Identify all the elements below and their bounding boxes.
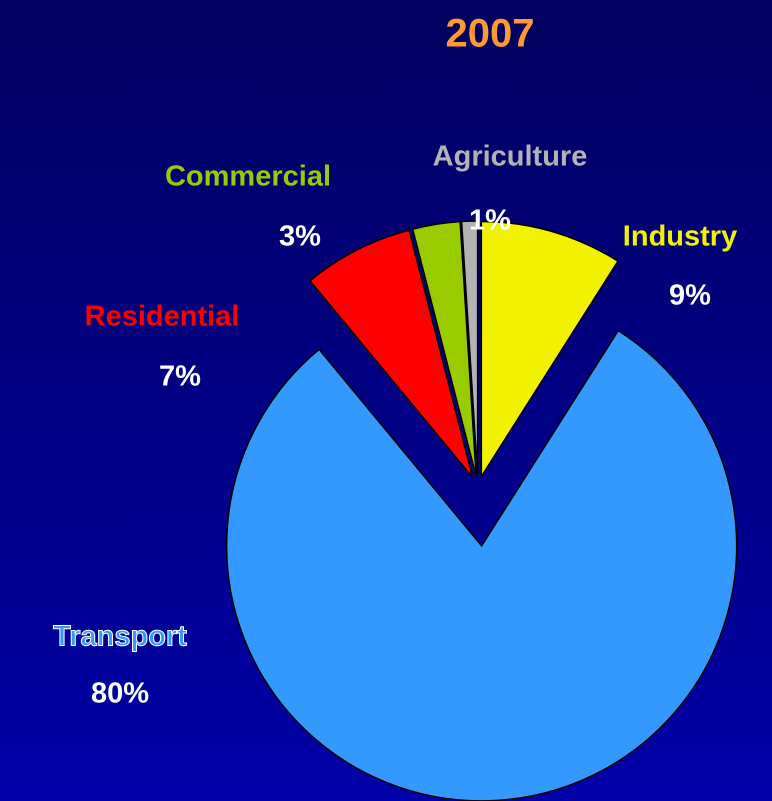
value-label: 7% (159, 361, 201, 393)
chart-title: 2007 (446, 12, 535, 56)
pie-slice (460, 220, 479, 477)
pie-slice (308, 229, 474, 478)
value-label: 9% (669, 280, 711, 312)
value-label: 1% (469, 205, 511, 237)
slice-label: Industry (623, 221, 737, 253)
slice-label: Commercial (165, 161, 331, 193)
pie-slice (225, 329, 738, 801)
pie-slice (480, 220, 620, 480)
slice-label: Residential (85, 301, 240, 333)
value-label: 3% (279, 221, 321, 253)
pie-slice (411, 220, 477, 477)
slice-label: Transport (53, 621, 187, 653)
value-label: 80% (91, 678, 149, 710)
slice-label: Agriculture (433, 141, 588, 173)
